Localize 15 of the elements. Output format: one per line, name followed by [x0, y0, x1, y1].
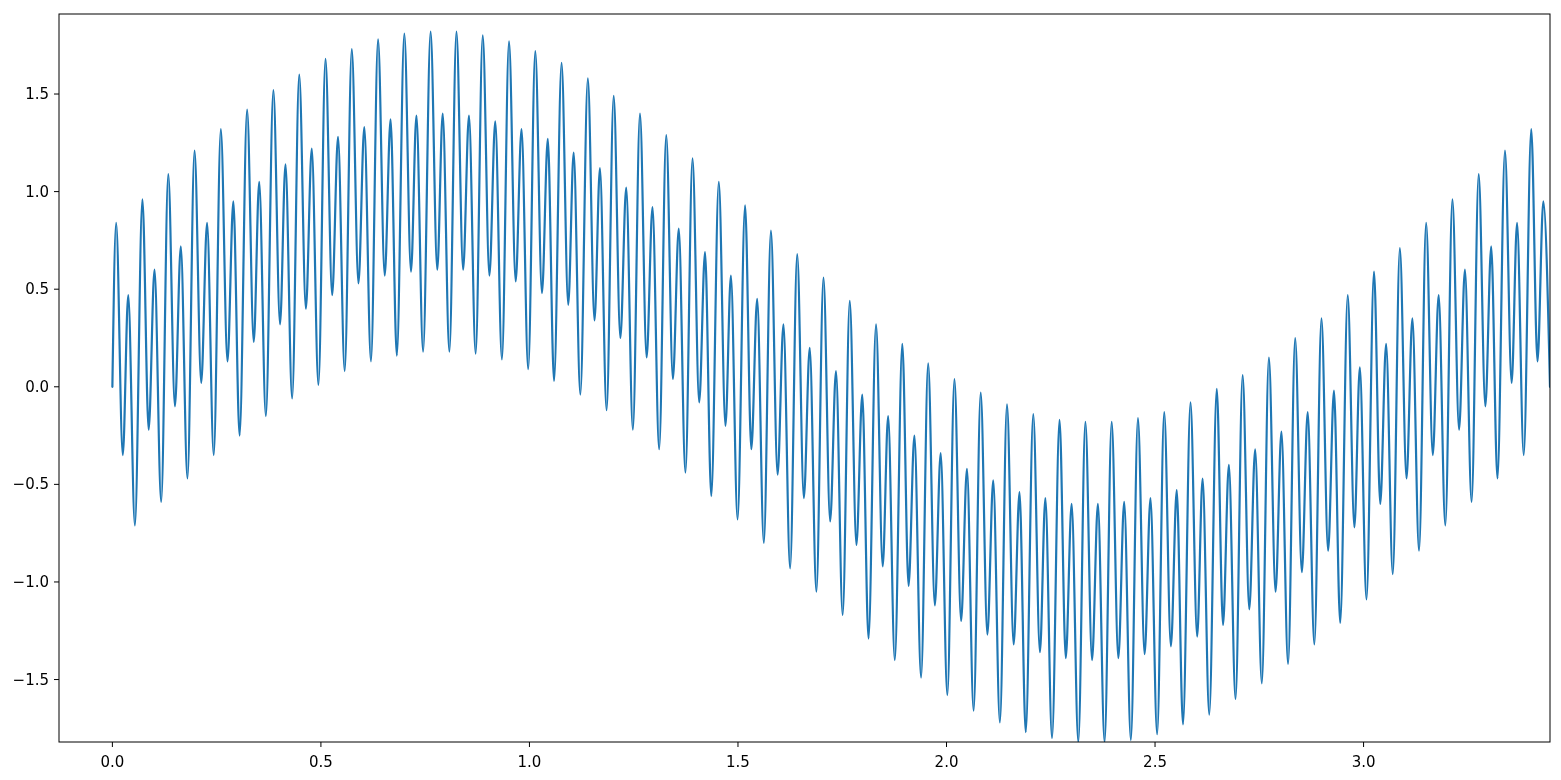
- x-tick-label: 2.5: [1143, 753, 1167, 771]
- y-tick-label: 0.0: [25, 377, 49, 396]
- line-series: [111, 30, 1550, 742]
- y-tick-label: −1.5: [12, 670, 49, 689]
- x-tick-label: 3.0: [1351, 753, 1376, 771]
- y-tick-label: 0.5: [25, 280, 49, 299]
- y-tick-label: 1.5: [25, 85, 49, 104]
- x-tick-label: 1.0: [517, 753, 542, 771]
- x-tick-label: 1.5: [726, 753, 750, 771]
- y-tick-label: 1.0: [25, 182, 49, 201]
- x-tick-label: 0.5: [308, 753, 333, 771]
- y-tick-label: −0.5: [12, 475, 49, 494]
- x-tick-label: 2.0: [934, 753, 959, 771]
- y-tick-label: −1.0: [12, 572, 49, 591]
- x-tick-label: 0.0: [100, 753, 125, 771]
